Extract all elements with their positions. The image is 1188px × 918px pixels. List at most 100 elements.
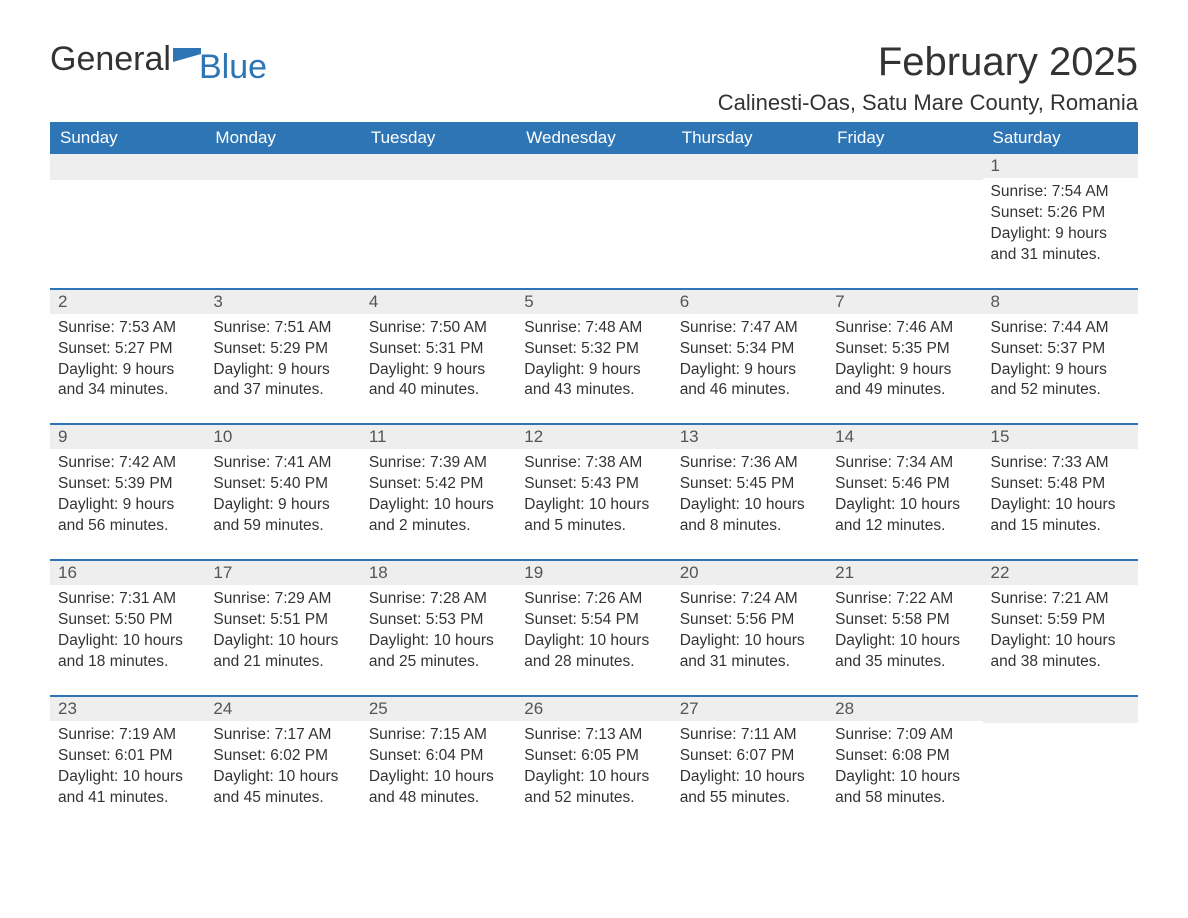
daylight-text: and 58 minutes. <box>835 788 974 809</box>
sunrise-text: Sunrise: 7:51 AM <box>213 318 352 339</box>
daylight-text: and 52 minutes. <box>524 788 663 809</box>
day-number: 10 <box>205 425 360 449</box>
day-body: Sunrise: 7:41 AMSunset: 5:40 PMDaylight:… <box>205 449 360 537</box>
day-number <box>983 697 1138 723</box>
daylight-text: and 55 minutes. <box>680 788 819 809</box>
day-cell: 9Sunrise: 7:42 AMSunset: 5:39 PMDaylight… <box>50 425 205 559</box>
week-row: 16Sunrise: 7:31 AMSunset: 5:50 PMDayligh… <box>50 559 1138 695</box>
sunrise-text: Sunrise: 7:38 AM <box>524 453 663 474</box>
sunset-text: Sunset: 5:56 PM <box>680 610 819 631</box>
day-body: Sunrise: 7:21 AMSunset: 5:59 PMDaylight:… <box>983 585 1138 673</box>
day-cell: 13Sunrise: 7:36 AMSunset: 5:45 PMDayligh… <box>672 425 827 559</box>
day-number: 24 <box>205 697 360 721</box>
daylight-text: Daylight: 10 hours <box>213 767 352 788</box>
sunset-text: Sunset: 5:39 PM <box>58 474 197 495</box>
daylight-text: and 34 minutes. <box>58 380 197 401</box>
daylight-text: Daylight: 9 hours <box>835 360 974 381</box>
sunset-text: Sunset: 5:40 PM <box>213 474 352 495</box>
sunset-text: Sunset: 5:43 PM <box>524 474 663 495</box>
day-body: Sunrise: 7:33 AMSunset: 5:48 PMDaylight:… <box>983 449 1138 537</box>
day-number: 17 <box>205 561 360 585</box>
daylight-text: and 8 minutes. <box>680 516 819 537</box>
daylight-text: and 25 minutes. <box>369 652 508 673</box>
day-number: 6 <box>672 290 827 314</box>
daylight-text: Daylight: 9 hours <box>524 360 663 381</box>
sunrise-text: Sunrise: 7:46 AM <box>835 318 974 339</box>
day-number: 25 <box>361 697 516 721</box>
day-number: 13 <box>672 425 827 449</box>
daylight-text: and 35 minutes. <box>835 652 974 673</box>
daylight-text: and 2 minutes. <box>369 516 508 537</box>
sunset-text: Sunset: 5:51 PM <box>213 610 352 631</box>
day-cell: 28Sunrise: 7:09 AMSunset: 6:08 PMDayligh… <box>827 697 982 831</box>
day-number: 28 <box>827 697 982 721</box>
sunset-text: Sunset: 5:34 PM <box>680 339 819 360</box>
day-body: Sunrise: 7:51 AMSunset: 5:29 PMDaylight:… <box>205 314 360 402</box>
daylight-text: Daylight: 10 hours <box>835 767 974 788</box>
daylight-text: and 21 minutes. <box>213 652 352 673</box>
sunset-text: Sunset: 5:35 PM <box>835 339 974 360</box>
sunrise-text: Sunrise: 7:36 AM <box>680 453 819 474</box>
sunset-text: Sunset: 5:31 PM <box>369 339 508 360</box>
day-number: 15 <box>983 425 1138 449</box>
day-number <box>205 154 360 180</box>
day-body: Sunrise: 7:44 AMSunset: 5:37 PMDaylight:… <box>983 314 1138 402</box>
week-row: 2Sunrise: 7:53 AMSunset: 5:27 PMDaylight… <box>50 288 1138 424</box>
day-body: Sunrise: 7:26 AMSunset: 5:54 PMDaylight:… <box>516 585 671 673</box>
dow-wednesday: Wednesday <box>516 122 671 154</box>
dow-tuesday: Tuesday <box>361 122 516 154</box>
logo: General Blue <box>50 40 271 79</box>
day-number: 7 <box>827 290 982 314</box>
header: General Blue February 2025 Calinesti-Oas… <box>50 40 1138 116</box>
day-number: 12 <box>516 425 671 449</box>
sunrise-text: Sunrise: 7:21 AM <box>991 589 1130 610</box>
daylight-text: Daylight: 10 hours <box>524 631 663 652</box>
day-body: Sunrise: 7:48 AMSunset: 5:32 PMDaylight:… <box>516 314 671 402</box>
day-cell: 27Sunrise: 7:11 AMSunset: 6:07 PMDayligh… <box>672 697 827 831</box>
sunrise-text: Sunrise: 7:41 AM <box>213 453 352 474</box>
day-number: 1 <box>983 154 1138 178</box>
day-cell: 23Sunrise: 7:19 AMSunset: 6:01 PMDayligh… <box>50 697 205 831</box>
daylight-text: and 49 minutes. <box>835 380 974 401</box>
sunrise-text: Sunrise: 7:28 AM <box>369 589 508 610</box>
daylight-text: Daylight: 10 hours <box>213 631 352 652</box>
daylight-text: and 5 minutes. <box>524 516 663 537</box>
sunrise-text: Sunrise: 7:26 AM <box>524 589 663 610</box>
day-cell: 18Sunrise: 7:28 AMSunset: 5:53 PMDayligh… <box>361 561 516 695</box>
day-cell: 20Sunrise: 7:24 AMSunset: 5:56 PMDayligh… <box>672 561 827 695</box>
dow-sunday: Sunday <box>50 122 205 154</box>
sunset-text: Sunset: 5:58 PM <box>835 610 974 631</box>
sunset-text: Sunset: 6:04 PM <box>369 746 508 767</box>
day-number: 2 <box>50 290 205 314</box>
daylight-text: and 59 minutes. <box>213 516 352 537</box>
sunset-text: Sunset: 6:05 PM <box>524 746 663 767</box>
day-number: 3 <box>205 290 360 314</box>
day-cell: 24Sunrise: 7:17 AMSunset: 6:02 PMDayligh… <box>205 697 360 831</box>
daylight-text: and 31 minutes. <box>680 652 819 673</box>
daylight-text: Daylight: 10 hours <box>524 767 663 788</box>
day-cell: 22Sunrise: 7:21 AMSunset: 5:59 PMDayligh… <box>983 561 1138 695</box>
daylight-text: Daylight: 10 hours <box>991 631 1130 652</box>
day-body: Sunrise: 7:53 AMSunset: 5:27 PMDaylight:… <box>50 314 205 402</box>
sunset-text: Sunset: 5:32 PM <box>524 339 663 360</box>
sunset-text: Sunset: 6:08 PM <box>835 746 974 767</box>
sunset-text: Sunset: 5:54 PM <box>524 610 663 631</box>
day-number: 21 <box>827 561 982 585</box>
day-body: Sunrise: 7:13 AMSunset: 6:05 PMDaylight:… <box>516 721 671 809</box>
day-cell: 15Sunrise: 7:33 AMSunset: 5:48 PMDayligh… <box>983 425 1138 559</box>
day-cell <box>50 154 205 288</box>
day-body: Sunrise: 7:39 AMSunset: 5:42 PMDaylight:… <box>361 449 516 537</box>
flag-icon <box>173 40 201 79</box>
day-number: 16 <box>50 561 205 585</box>
sunrise-text: Sunrise: 7:42 AM <box>58 453 197 474</box>
sunset-text: Sunset: 5:29 PM <box>213 339 352 360</box>
logo-text-general: General <box>50 40 171 79</box>
dow-saturday: Saturday <box>983 122 1138 154</box>
day-body: Sunrise: 7:47 AMSunset: 5:34 PMDaylight:… <box>672 314 827 402</box>
sunset-text: Sunset: 5:45 PM <box>680 474 819 495</box>
day-number <box>50 154 205 180</box>
day-body: Sunrise: 7:22 AMSunset: 5:58 PMDaylight:… <box>827 585 982 673</box>
day-cell: 1Sunrise: 7:54 AMSunset: 5:26 PMDaylight… <box>983 154 1138 288</box>
sunrise-text: Sunrise: 7:24 AM <box>680 589 819 610</box>
day-cell: 19Sunrise: 7:26 AMSunset: 5:54 PMDayligh… <box>516 561 671 695</box>
